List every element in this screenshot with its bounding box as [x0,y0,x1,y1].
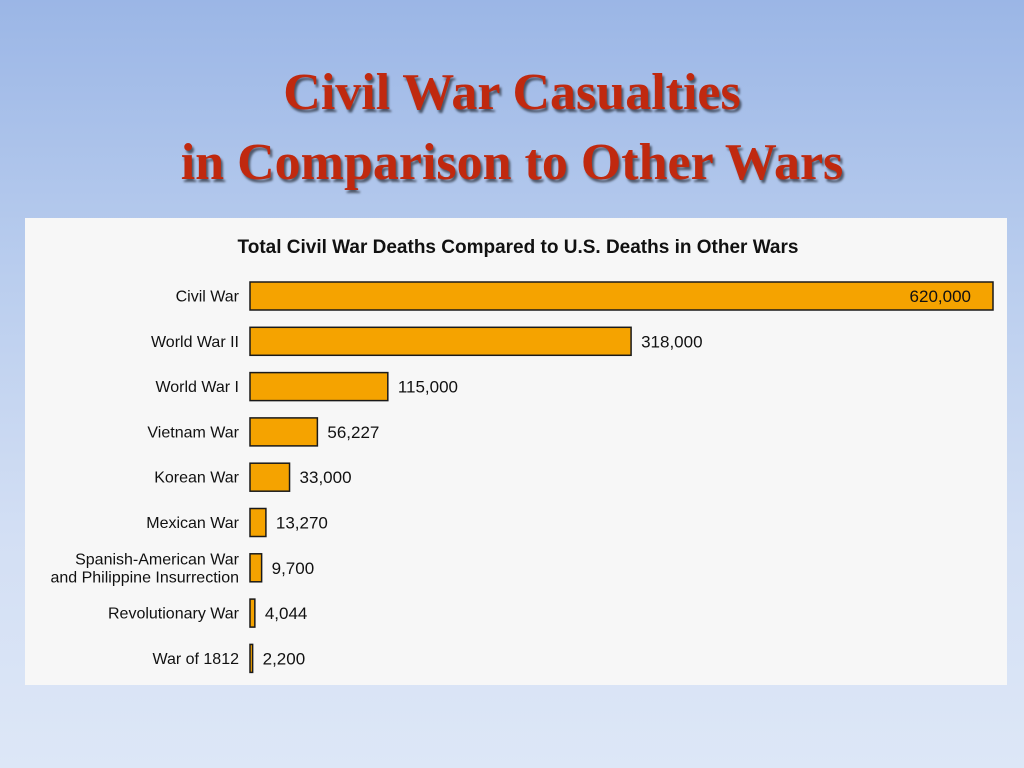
bars-layer: Civil War 620,000 World War II 318,000 World… [50,281,994,674]
bar [249,326,632,357]
bar-chart: Total Civil War Deaths Compared to U.S. … [50,237,994,674]
category-label-line: War of 1812 [152,651,239,668]
bar [249,507,267,538]
chart-panel: Total Civil War Deaths Compared to U.S. … [25,218,1007,685]
bar [249,462,291,492]
category-label: Mexican War [146,515,239,532]
chart-title: Total Civil War Deaths Compared to U.S. … [238,237,799,258]
value-label: 115,000 [398,378,458,397]
value-label: 620,000 [910,287,971,306]
value-label: 318,000 [641,332,702,351]
bar [249,417,319,447]
category-label: World War II [151,334,239,351]
bar [249,371,389,402]
category-label: Civil War [176,289,240,306]
slide-title: Civil War Casualties in Comparison to Ot… [0,58,1024,198]
category-label: Korean War [154,470,239,487]
category-label: World War I [155,379,239,396]
category-label-line: Vietnam War [147,424,239,441]
category-label-line: Civil War [176,289,240,306]
category-label-line: World War I [155,379,239,396]
value-label: 4,044 [265,604,308,623]
category-label: Revolutionary War [108,606,240,623]
category-label-line: World War II [151,334,239,351]
value-label: 56,227 [327,423,379,442]
bar [249,598,256,628]
category-label-line: and Philippine Insurrection [50,569,239,586]
value-label: 13,270 [276,514,328,533]
value-label: 9,700 [272,559,315,578]
bar [249,643,254,674]
slide-title-line-1: Civil War Casualties [283,64,741,121]
value-label: 2,200 [263,649,306,668]
bar [249,553,263,583]
category-label-line: Spanish-American War [75,551,240,568]
category-label-line: Mexican War [146,515,239,532]
category-label: War of 1812 [152,651,239,668]
value-label: 33,000 [300,468,352,487]
slide-title-line-2: in Comparison to Other Wars [180,134,844,191]
category-label-line: Revolutionary War [108,606,240,623]
category-label: Vietnam War [147,424,239,441]
bar [249,281,994,311]
category-label: Spanish-American War and Philippine Insur… [50,551,239,586]
category-label-line: Korean War [154,470,239,487]
